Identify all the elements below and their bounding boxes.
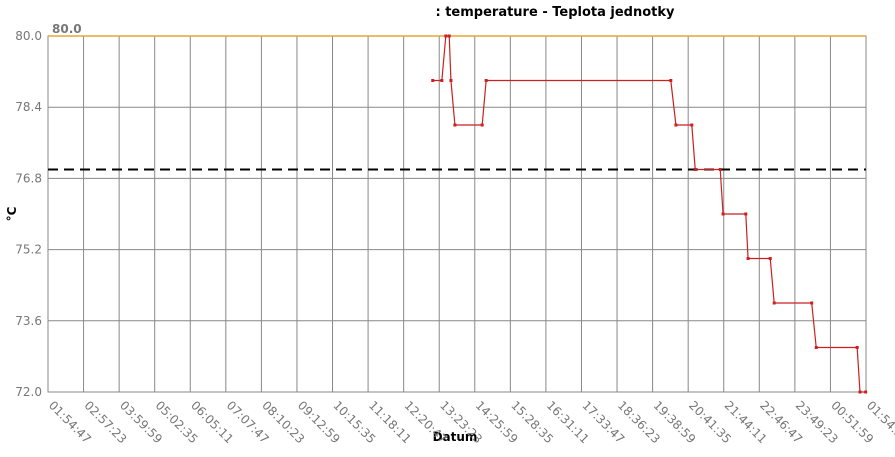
point [814,346,818,349]
series-line [432,35,866,393]
point [744,212,748,216]
y-tick-label: 80.0 [15,29,42,43]
point [864,390,868,394]
point [440,79,444,82]
max-line-label: 80.0 [52,22,82,36]
point [690,123,694,127]
x-axis-title: Datum [433,430,478,444]
point [480,123,484,127]
point [674,123,678,127]
point [447,34,451,38]
point [718,168,722,171]
y-tick-label: 76.8 [15,171,42,185]
point [669,79,673,82]
y-tick-label: 75.2 [15,243,42,257]
point [746,257,750,260]
point [693,168,697,171]
y-axis-title: °C [5,206,19,221]
point [721,212,725,216]
point [484,79,488,82]
point [855,346,859,349]
point [444,34,448,38]
chart-title: : temperature - Teplota jednotky [435,5,675,20]
point [768,257,772,260]
y-tick-label: 78.4 [15,100,42,114]
point [449,79,453,82]
point [431,79,435,82]
y-tick-label: 72.0 [15,385,42,399]
point [858,390,862,394]
point [772,301,776,305]
point [453,123,457,127]
y-tick-label: 73.6 [15,314,42,328]
point [810,301,814,305]
